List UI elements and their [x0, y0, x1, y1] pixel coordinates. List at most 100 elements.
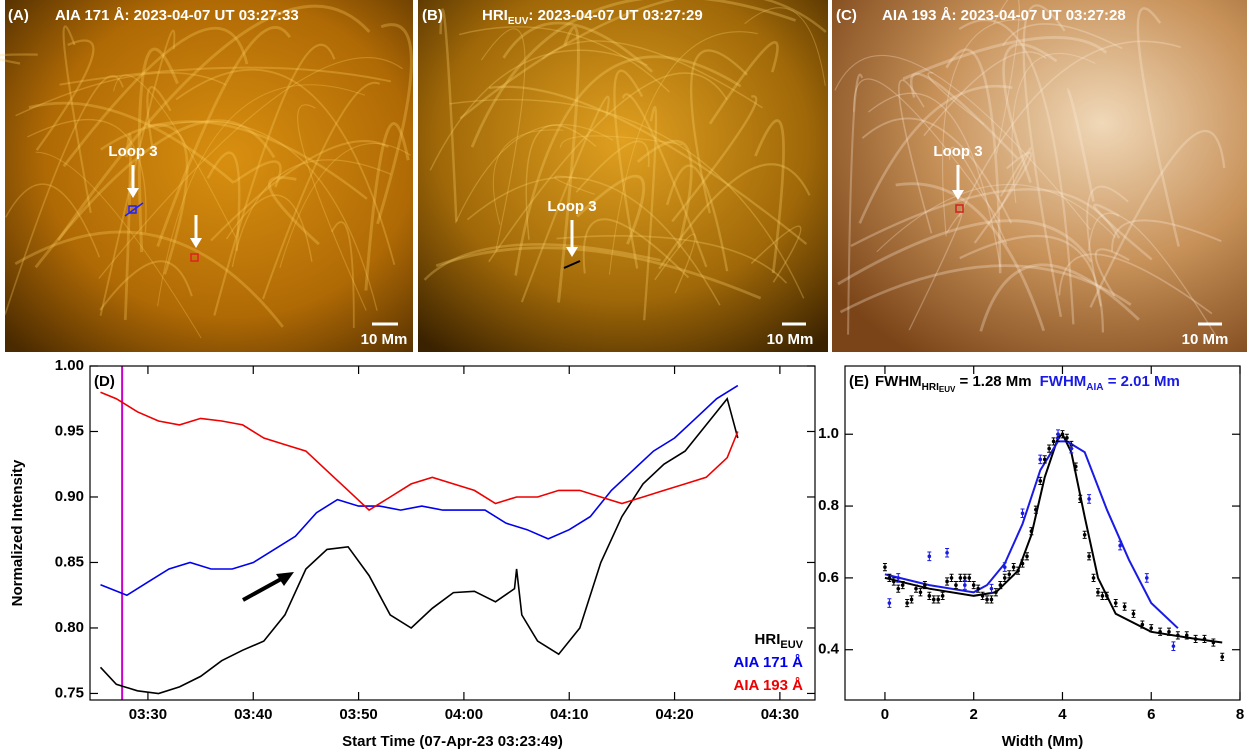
x-tick-label: 0 — [881, 706, 889, 723]
fwhm-rest: = 1.28 Mm — [955, 373, 1031, 390]
data-point — [910, 598, 914, 602]
data-point — [1056, 432, 1060, 436]
data-point — [1194, 637, 1198, 641]
data-point — [954, 583, 958, 587]
y-tick-label: 1.00 — [55, 357, 84, 374]
fwhm-text: FWHM — [875, 373, 922, 390]
data-point — [1074, 465, 1078, 469]
data-point — [945, 580, 949, 584]
loop-label: Loop 3 — [108, 143, 157, 160]
x-tick-label: 03:30 — [129, 706, 167, 723]
fwhm-subsub: EUV — [939, 385, 956, 394]
data-point — [981, 594, 985, 598]
data-point — [923, 583, 927, 587]
data-point — [1052, 440, 1056, 444]
x-tick-label: 04:10 — [550, 706, 588, 723]
data-point — [1167, 630, 1171, 634]
data-point — [1012, 565, 1016, 569]
aia193-image — [832, 0, 1247, 352]
y-tick-label: 1.0 — [818, 425, 839, 442]
data-point — [990, 587, 994, 591]
x-tick-label: 4 — [1058, 706, 1067, 723]
fwhm-sub: AIA — [1086, 382, 1103, 393]
data-point — [1047, 447, 1051, 451]
data-point — [1141, 623, 1145, 627]
data-point — [1101, 594, 1105, 598]
plot-frame — [845, 366, 1240, 700]
legend-entry: AIA 171 Å — [734, 654, 804, 671]
data-point — [1025, 555, 1029, 559]
plot-frame — [90, 366, 815, 700]
legend-name: AIA 193 Å — [734, 677, 804, 694]
data-point — [1021, 562, 1025, 566]
y-tick-label: 0.75 — [55, 684, 84, 701]
x-tick-label: 2 — [970, 706, 978, 723]
data-point — [901, 583, 905, 587]
data-point — [1038, 479, 1042, 483]
data-point — [1038, 458, 1042, 462]
panel-label: (C) — [836, 7, 857, 24]
series-line — [101, 399, 738, 694]
data-point — [1158, 630, 1162, 634]
data-point — [941, 594, 945, 598]
x-axis-label: Width (Mm) — [1002, 733, 1084, 750]
data-point — [1145, 576, 1149, 580]
panel-title: AIA 193 Å: 2023-04-07 UT 03:27:28 — [882, 7, 1126, 24]
x-tick-label: 04:30 — [761, 706, 799, 723]
fwhm-text: FWHM — [1040, 373, 1087, 390]
scale-label: 10 Mm — [1182, 331, 1229, 348]
y-tick-label: 0.85 — [55, 553, 84, 570]
figure: (A) AIA 171 Å: 2023-04-07 UT 03:27:33 Loop… — [0, 0, 1252, 756]
data-point — [1149, 626, 1153, 630]
data-point — [1083, 533, 1087, 537]
data-point — [976, 587, 980, 591]
data-point — [1087, 555, 1091, 559]
arrow — [243, 578, 283, 600]
data-point — [1185, 634, 1189, 638]
panel-label: (A) — [8, 7, 29, 24]
loop-label: Loop 3 — [547, 198, 596, 215]
title-text: AIA 171 Å: 2023-04-07 UT 03:27:33 — [55, 7, 299, 24]
x-tick-label: 03:40 — [234, 706, 272, 723]
data-point — [888, 576, 892, 580]
data-point — [1172, 644, 1176, 648]
data-point — [1203, 637, 1207, 641]
data-point — [914, 587, 918, 591]
y-axis-label: Normalized Intensity — [9, 459, 26, 606]
panel-label: (D) — [94, 373, 115, 390]
y-tick-label: 0.8 — [818, 497, 839, 514]
x-tick-label: 03:50 — [339, 706, 377, 723]
data-point — [896, 576, 900, 580]
title-text: HRI — [482, 7, 508, 24]
data-point — [990, 598, 994, 602]
data-point — [919, 590, 923, 594]
panel-label: (B) — [422, 7, 443, 24]
data-point — [1220, 655, 1224, 659]
legend-entry: HRIEUV — [755, 631, 804, 651]
data-point — [1030, 529, 1034, 533]
data-point — [1176, 634, 1180, 638]
x-axis-label: Start Time (07-Apr-23 03:23:49) — [342, 733, 563, 750]
data-point — [932, 598, 936, 602]
data-point — [985, 598, 989, 602]
loop-label: Loop 3 — [933, 143, 982, 160]
data-point — [967, 576, 971, 580]
data-point — [950, 576, 954, 580]
data-point — [1007, 573, 1011, 577]
legend-name: AIA 171 Å — [734, 654, 804, 671]
series-line — [101, 386, 738, 596]
fwhm-annotation: FWHMHRIEUV = 1.28 Mm — [875, 373, 1032, 394]
y-tick-label: 0.95 — [55, 422, 84, 439]
data-point — [936, 598, 940, 602]
panel-label: (E) — [849, 373, 869, 390]
legend-name: HRI — [755, 631, 781, 648]
data-point — [1070, 447, 1074, 451]
data-point — [928, 594, 932, 598]
panel-title: AIA 171 Å: 2023-04-07 UT 03:27:33 — [55, 7, 299, 24]
data-point — [1078, 497, 1082, 501]
data-point — [1092, 576, 1096, 580]
data-point — [1123, 605, 1127, 609]
data-point — [963, 576, 967, 580]
title-rest: : 2023-04-07 UT 03:27:29 — [528, 7, 702, 24]
data-point — [1105, 594, 1109, 598]
